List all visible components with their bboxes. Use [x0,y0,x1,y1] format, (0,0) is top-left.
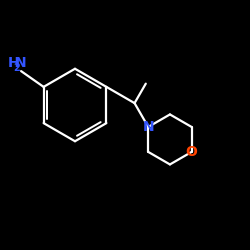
Text: H: H [8,56,20,70]
Text: O: O [186,145,198,159]
Text: N: N [142,120,154,134]
Text: N: N [14,56,26,70]
Text: 2: 2 [14,63,20,73]
